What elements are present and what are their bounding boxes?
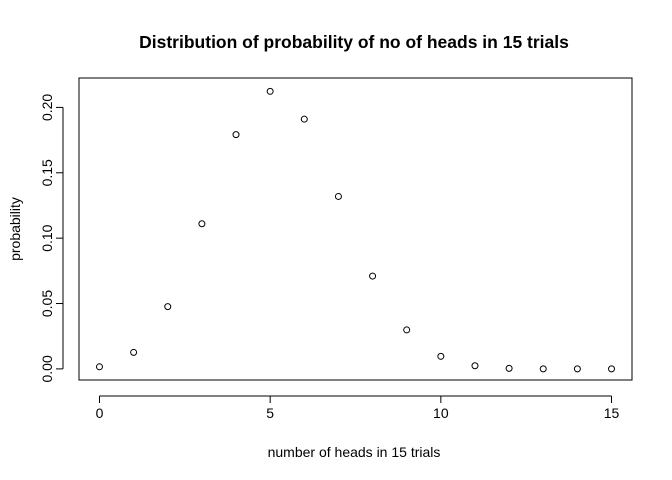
data-point (130, 348, 138, 356)
x-tick-label: 5 (266, 405, 274, 421)
data-point (573, 365, 581, 373)
y-tick-label: 0.10 (39, 224, 55, 251)
y-tick-label: 0.00 (39, 355, 55, 382)
x-tick-label: 15 (604, 405, 620, 421)
data-point (232, 131, 240, 139)
data-point (164, 303, 172, 311)
data-points (95, 87, 616, 373)
data-point (403, 326, 411, 334)
y-axis-ticks: 0.00 0.05 0.10 0.15 0.20 (39, 94, 63, 383)
x-tick-label: 0 (96, 405, 104, 421)
data-point (95, 363, 103, 371)
plot-area-border (78, 77, 633, 381)
data-point (266, 87, 274, 95)
data-point (437, 352, 445, 360)
data-point (471, 362, 479, 370)
data-point (198, 220, 206, 228)
x-tick-label: 10 (433, 405, 449, 421)
x-axis-ticks: 0 5 10 15 (96, 396, 620, 421)
data-point (505, 364, 513, 372)
y-tick-label: 0.15 (39, 159, 55, 186)
data-point (369, 272, 377, 280)
x-axis-label: number of heads in 15 trials (268, 444, 441, 460)
y-axis-label: probability (7, 197, 23, 261)
data-point (608, 365, 616, 373)
data-point (334, 192, 342, 200)
y-tick-label: 0.20 (39, 94, 55, 121)
data-point (300, 115, 308, 123)
chart-title: Distribution of probability of no of hea… (139, 32, 569, 52)
y-tick-label: 0.05 (39, 290, 55, 317)
data-point (539, 365, 547, 373)
